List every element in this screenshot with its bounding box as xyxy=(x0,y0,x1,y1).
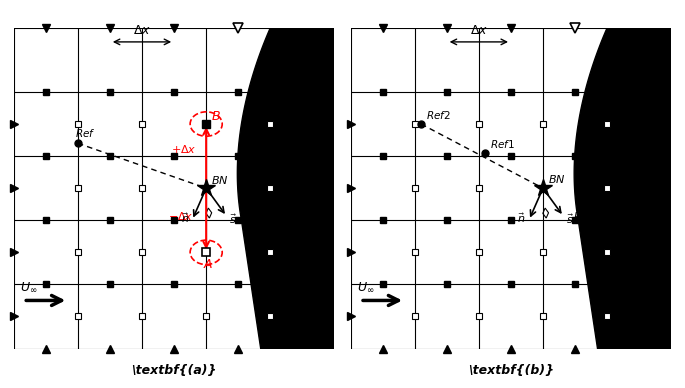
Text: $BN$: $BN$ xyxy=(548,173,566,185)
Text: $+\Delta x$: $+\Delta x$ xyxy=(171,143,197,155)
Text: $U_{\infty}$: $U_{\infty}$ xyxy=(20,281,38,294)
Text: $B$: $B$ xyxy=(211,110,221,123)
Text: $\vec{s}$: $\vec{s}$ xyxy=(566,212,575,226)
Text: $\vec{n}$: $\vec{n}$ xyxy=(517,212,526,225)
Text: $Ref$: $Ref$ xyxy=(75,127,95,139)
Text: $\vec{n}$: $\vec{n}$ xyxy=(181,212,189,225)
Text: $Ref1$: $Ref1$ xyxy=(490,138,514,150)
Text: $\Delta x$: $\Delta x$ xyxy=(470,24,488,37)
Text: $Ref2$: $Ref2$ xyxy=(425,109,450,121)
Text: $\Delta x$: $\Delta x$ xyxy=(133,24,151,37)
Text: \textbf{(a)}: \textbf{(a)} xyxy=(132,364,216,377)
Text: \textbf{(b)}: \textbf{(b)} xyxy=(468,364,554,377)
Text: $BN$: $BN$ xyxy=(211,174,228,186)
Text: $U_{\infty}$: $U_{\infty}$ xyxy=(357,281,375,294)
Polygon shape xyxy=(237,28,334,348)
Text: $\vec{s}$: $\vec{s}$ xyxy=(229,212,238,226)
Polygon shape xyxy=(574,28,671,348)
Text: $A$: $A$ xyxy=(203,258,213,271)
Text: $Refw$: $Refw$ xyxy=(573,210,601,222)
Text: $-\Delta x$: $-\Delta x$ xyxy=(168,210,193,222)
